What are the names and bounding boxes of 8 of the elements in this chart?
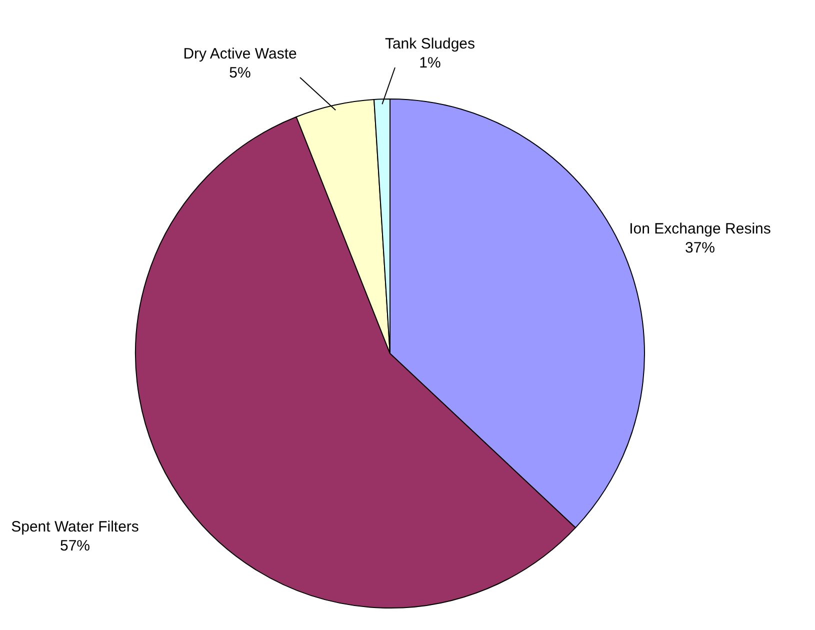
data-label: 57% xyxy=(60,538,90,555)
slice-label: Spent Water Filters xyxy=(11,518,139,536)
data-label: 37% xyxy=(684,240,716,257)
slice-label: Tank Sludges xyxy=(384,36,476,53)
data-label: 1% xyxy=(419,54,441,72)
slice-label: Ion Exchange Resins xyxy=(629,220,771,238)
data-label: 5% xyxy=(229,64,251,82)
slice-label: Dry Active Waste xyxy=(183,46,297,63)
